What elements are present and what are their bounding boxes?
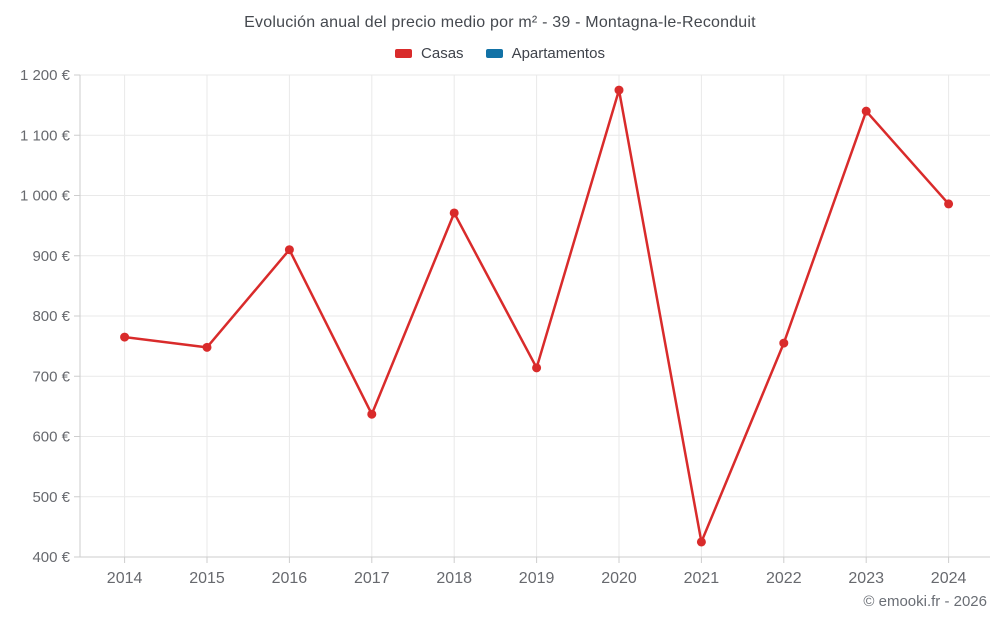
casas-data-point: [202, 342, 212, 352]
y-tick-label: 1 000 €: [20, 188, 71, 205]
x-tick-label: 2021: [684, 570, 720, 587]
casas-data-point: [861, 106, 871, 116]
y-tick-label: 800 €: [32, 308, 70, 325]
x-tick-label: 2019: [519, 570, 555, 587]
x-tick-label: 2018: [436, 570, 472, 587]
casas-data-point: [120, 332, 130, 342]
casas-data-point: [449, 208, 459, 218]
y-tick-label: 500 €: [32, 489, 70, 506]
y-tick-label: 900 €: [32, 248, 70, 265]
apartamentos-swatch-icon: [485, 49, 503, 58]
y-tick-label: 600 €: [32, 429, 70, 446]
legend-item-apartamentos[interactable]: Apartamentos: [485, 45, 605, 62]
footer-credit: © emooki.fr - 2026: [863, 593, 987, 610]
x-tick-label: 2020: [601, 570, 637, 587]
y-tick-label: 1 100 €: [20, 127, 71, 144]
legend-label-casas: Casas: [421, 45, 464, 62]
casas-data-point: [696, 537, 706, 547]
x-tick-label: 2022: [766, 570, 802, 587]
line-chart-plot: 400 € 500 € 600 € 700 € 800 € 900 € 1 000 € 1 1…: [20, 67, 990, 587]
casas-swatch-icon: [395, 49, 413, 58]
y-tick-label: 1 200 €: [20, 67, 71, 84]
x-tick-label: 2024: [931, 570, 967, 587]
x-tick-label: 2015: [189, 570, 225, 587]
x-tick-label: 2017: [354, 570, 390, 587]
casas-data-point: [779, 338, 789, 348]
legend-label-apartamentos: Apartamentos: [511, 45, 605, 62]
x-tick-label: 2023: [848, 570, 884, 587]
y-tick-label: 400 €: [32, 549, 70, 566]
casas-data-point: [944, 199, 954, 209]
casas-data-point: [284, 245, 294, 255]
legend-item-casas[interactable]: Casas: [395, 45, 464, 62]
chart-title: Evolución anual del precio medio por m² …: [244, 14, 756, 31]
x-tick-label: 2014: [107, 570, 143, 587]
casas-data-point: [367, 409, 377, 419]
casas-data-point: [532, 363, 542, 373]
y-tick-label: 700 €: [32, 368, 70, 385]
casas-data-point: [614, 85, 624, 95]
x-tick-label: 2016: [272, 570, 308, 587]
chart-legend: Casas Apartamentos: [0, 45, 1000, 62]
